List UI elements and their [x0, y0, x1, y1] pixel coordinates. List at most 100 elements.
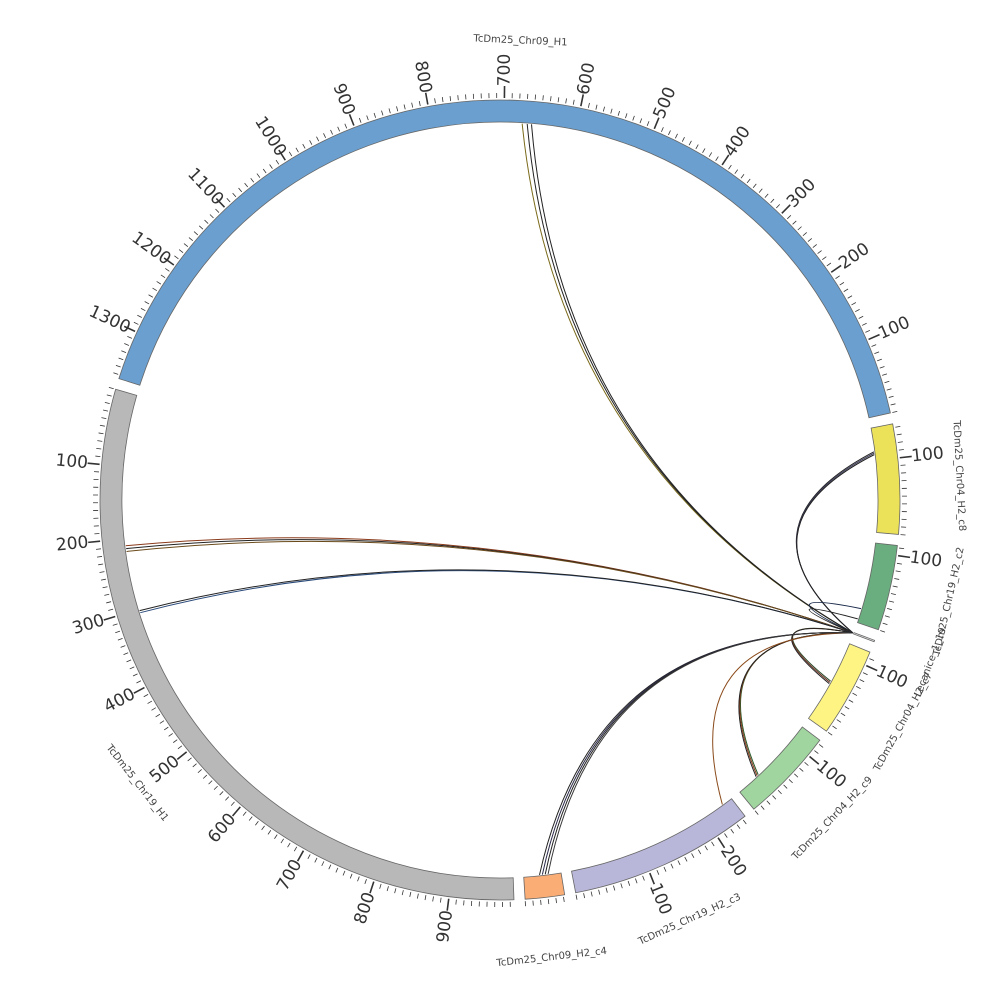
minor-tick [563, 896, 565, 902]
major-tick [717, 837, 726, 849]
minor-tick [188, 237, 194, 242]
minor-tick [357, 876, 360, 882]
tick-label: 1000 [250, 113, 290, 160]
minor-tick [697, 849, 702, 855]
segment-label-TcDm25_Chr09_H1: TcDm25_Chr09_H1 [472, 33, 568, 48]
minor-tick [776, 204, 781, 209]
minor-tick [204, 219, 209, 224]
segment-TcDm25_Chr04_H2_c8 [870, 423, 901, 535]
minor-tick [328, 864, 332, 870]
tick-label: 800 [410, 59, 436, 95]
link-TcDm25_Chr19_H1 [126, 539, 853, 634]
minor-tick [174, 255, 179, 260]
minor-tick [267, 830, 272, 835]
minor-tick [766, 800, 771, 805]
minor-tick [248, 816, 253, 821]
tick-label: 200 [716, 842, 750, 880]
minor-tick [108, 386, 114, 390]
minor-tick [381, 110, 384, 116]
major-tick [580, 94, 585, 107]
minor-tick [156, 281, 162, 285]
minor-tick [230, 801, 235, 806]
minor-tick [668, 130, 671, 136]
minor-tick [256, 173, 261, 178]
minor-tick [115, 365, 121, 368]
minor-tick [742, 819, 747, 825]
minor-tick [98, 432, 104, 435]
minor-tick [344, 123, 348, 129]
minor-tick [728, 164, 732, 170]
minor-tick [854, 309, 860, 313]
minor-tick [777, 789, 782, 795]
major-tick [865, 664, 878, 672]
tick-label: 100 [875, 313, 913, 344]
minor-tick [804, 762, 809, 766]
minor-tick [112, 623, 118, 626]
minor-tick [627, 880, 631, 886]
minor-tick [839, 282, 845, 286]
minor-tick [896, 433, 902, 436]
minor-tick [418, 101, 421, 107]
minor-tick [889, 600, 895, 603]
minor-tick [746, 178, 751, 184]
minor-tick [99, 424, 105, 427]
minor-tick [140, 307, 146, 312]
minor-tick [97, 440, 103, 442]
tick-label: 1200 [128, 228, 175, 270]
minor-tick [213, 785, 218, 790]
major-tick [653, 117, 660, 130]
major-tick [88, 540, 101, 544]
minor-tick [542, 95, 544, 101]
minor-tick [583, 893, 586, 899]
minor-tick [401, 890, 404, 896]
major-tick [176, 751, 188, 760]
minor-tick [788, 779, 793, 784]
minor-tick [151, 707, 157, 711]
tick-label: 700 [273, 856, 306, 894]
minor-tick [840, 712, 846, 717]
minor-tick [812, 244, 817, 248]
minor-tick [681, 137, 685, 142]
minor-tick [884, 380, 890, 384]
tick-label: 800 [350, 890, 379, 927]
minor-tick [364, 879, 367, 885]
tick-label: 600 [204, 809, 240, 847]
minor-tick [877, 358, 882, 362]
minor-tick [871, 344, 877, 347]
minor-tick [335, 867, 339, 873]
minor-tick [411, 102, 414, 108]
minor-tick [695, 144, 699, 150]
tick-label: 900 [433, 909, 457, 944]
minor-tick [197, 769, 202, 774]
minor-tick [625, 113, 628, 119]
minor-tick [550, 96, 552, 102]
minor-tick [898, 449, 904, 451]
minor-tick [897, 441, 903, 443]
minor-tick [758, 188, 763, 193]
minor-tick [242, 811, 247, 816]
minor-tick [613, 885, 616, 891]
minor-tick [708, 152, 713, 157]
minor-tick [124, 343, 130, 346]
minor-tick [704, 845, 708, 851]
minor-tick [892, 411, 898, 413]
minor-tick [882, 622, 888, 626]
minor-tick [386, 886, 389, 892]
minor-tick [888, 395, 894, 398]
minor-tick [104, 593, 110, 596]
minor-tick [101, 417, 107, 420]
minor-tick [670, 863, 674, 869]
minor-tick [143, 694, 149, 698]
minor-tick [160, 274, 166, 279]
tick-label: 1300 [86, 301, 134, 337]
minor-tick [316, 136, 320, 142]
minor-tick [455, 899, 457, 905]
minor-tick [388, 108, 391, 114]
major-tick [424, 92, 429, 105]
minor-tick [617, 110, 620, 116]
segments-layer [99, 99, 901, 901]
minor-tick [661, 127, 664, 132]
minor-tick [98, 563, 104, 566]
segment-TcDm25_Chr04_H2_c7 [807, 643, 871, 732]
link-TcDm25_Chr19_H2_c3 [712, 632, 853, 805]
